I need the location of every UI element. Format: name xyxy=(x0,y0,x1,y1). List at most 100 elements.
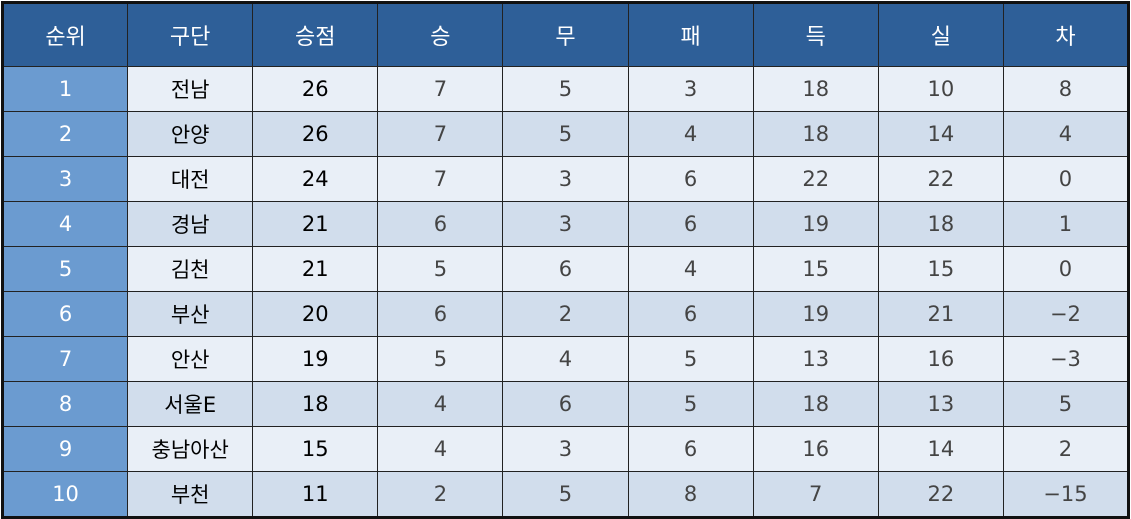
cell-draws: 6 xyxy=(502,246,629,292)
cell-losses: 5 xyxy=(627,336,754,382)
cell-losses: 8 xyxy=(627,471,754,518)
table-row: 7 안산 19 5 4 5 13 16 −3 xyxy=(1,336,1130,382)
cell-team: 김천 xyxy=(127,246,254,292)
cell-losses: 4 xyxy=(627,246,754,292)
cell-goals-for: 19 xyxy=(752,201,879,247)
table-row: 3 대전 24 7 3 6 22 22 0 xyxy=(1,156,1130,202)
table-row: 5 김천 21 5 6 4 15 15 0 xyxy=(1,246,1130,292)
cell-draws: 4 xyxy=(502,336,629,382)
cell-goals-for: 18 xyxy=(752,381,879,427)
cell-goal-difference: −3 xyxy=(1002,336,1130,382)
cell-losses: 6 xyxy=(627,291,754,337)
cell-goal-difference: 5 xyxy=(1002,381,1130,427)
cell-team: 대전 xyxy=(127,156,254,202)
cell-draws: 5 xyxy=(502,471,629,518)
cell-team: 안산 xyxy=(127,336,254,382)
cell-rank: 8 xyxy=(1,381,129,427)
cell-team: 경남 xyxy=(127,201,254,247)
table-row: 6 부산 20 6 2 6 19 21 −2 xyxy=(1,291,1130,337)
cell-wins: 5 xyxy=(377,336,504,382)
table-row: 2 안양 26 7 5 4 18 14 4 xyxy=(1,111,1130,157)
cell-wins: 6 xyxy=(377,201,504,247)
header-draws: 무 xyxy=(502,2,629,67)
cell-wins: 2 xyxy=(377,471,504,518)
header-losses: 패 xyxy=(627,2,754,67)
cell-goals-against: 14 xyxy=(877,426,1004,472)
cell-rank: 1 xyxy=(1,66,129,112)
cell-points: 11 xyxy=(252,471,379,518)
cell-goals-against: 22 xyxy=(877,156,1004,202)
header-team: 구단 xyxy=(127,2,254,67)
cell-wins: 7 xyxy=(377,156,504,202)
cell-goals-against: 18 xyxy=(877,201,1004,247)
cell-points: 21 xyxy=(252,246,379,292)
cell-draws: 3 xyxy=(502,156,629,202)
table-row: 1 전남 26 7 5 3 18 10 8 xyxy=(1,66,1130,112)
cell-draws: 5 xyxy=(502,111,629,157)
cell-losses: 5 xyxy=(627,381,754,427)
cell-goal-difference: −2 xyxy=(1002,291,1130,337)
cell-team: 충남아산 xyxy=(127,426,254,472)
header-points: 승점 xyxy=(252,2,379,67)
cell-goals-against: 21 xyxy=(877,291,1004,337)
cell-rank: 2 xyxy=(1,111,129,157)
cell-wins: 7 xyxy=(377,66,504,112)
cell-goal-difference: 8 xyxy=(1002,66,1130,112)
cell-points: 26 xyxy=(252,111,379,157)
cell-goals-for: 7 xyxy=(752,471,879,518)
cell-draws: 2 xyxy=(502,291,629,337)
cell-rank: 4 xyxy=(1,201,129,247)
cell-draws: 3 xyxy=(502,201,629,247)
cell-losses: 6 xyxy=(627,426,754,472)
table-row: 9 충남아산 15 4 3 6 16 14 2 xyxy=(1,426,1130,472)
cell-team: 전남 xyxy=(127,66,254,112)
cell-rank: 9 xyxy=(1,426,129,472)
cell-points: 20 xyxy=(252,291,379,337)
cell-rank: 3 xyxy=(1,156,129,202)
cell-goals-against: 13 xyxy=(877,381,1004,427)
header-goals-against: 실 xyxy=(877,2,1004,67)
cell-goals-for: 22 xyxy=(752,156,879,202)
cell-rank: 5 xyxy=(1,246,129,292)
cell-rank: 10 xyxy=(1,471,129,518)
cell-losses: 6 xyxy=(627,156,754,202)
header-goal-difference: 차 xyxy=(1002,2,1130,67)
cell-points: 24 xyxy=(252,156,379,202)
cell-losses: 6 xyxy=(627,201,754,247)
cell-rank: 6 xyxy=(1,291,129,337)
header-wins: 승 xyxy=(377,2,504,67)
cell-wins: 7 xyxy=(377,111,504,157)
cell-goal-difference: 0 xyxy=(1002,156,1130,202)
cell-losses: 3 xyxy=(627,66,754,112)
cell-goal-difference: 2 xyxy=(1002,426,1130,472)
cell-goals-for: 19 xyxy=(752,291,879,337)
cell-team: 안양 xyxy=(127,111,254,157)
table-row: 8 서울E 18 4 6 5 18 13 5 xyxy=(1,381,1130,427)
cell-goals-against: 16 xyxy=(877,336,1004,382)
cell-goal-difference: 4 xyxy=(1002,111,1130,157)
cell-rank: 7 xyxy=(1,336,129,382)
cell-wins: 4 xyxy=(377,381,504,427)
header-row: 순위 구단 승점 승 무 패 득 실 차 xyxy=(1,2,1130,67)
header-rank: 순위 xyxy=(1,2,129,67)
cell-goals-against: 15 xyxy=(877,246,1004,292)
cell-team: 부천 xyxy=(127,471,254,518)
cell-goals-for: 15 xyxy=(752,246,879,292)
cell-wins: 5 xyxy=(377,246,504,292)
cell-draws: 5 xyxy=(502,66,629,112)
cell-goals-against: 10 xyxy=(877,66,1004,112)
cell-points: 26 xyxy=(252,66,379,112)
cell-draws: 3 xyxy=(502,426,629,472)
cell-goal-difference: 1 xyxy=(1002,201,1130,247)
cell-team: 부산 xyxy=(127,291,254,337)
cell-points: 19 xyxy=(252,336,379,382)
cell-losses: 4 xyxy=(627,111,754,157)
cell-draws: 6 xyxy=(502,381,629,427)
table-row: 4 경남 21 6 3 6 19 18 1 xyxy=(1,201,1130,247)
cell-goals-for: 16 xyxy=(752,426,879,472)
cell-points: 21 xyxy=(252,201,379,247)
cell-goals-against: 22 xyxy=(877,471,1004,518)
cell-points: 18 xyxy=(252,381,379,427)
header-goals-for: 득 xyxy=(752,2,879,67)
cell-wins: 6 xyxy=(377,291,504,337)
